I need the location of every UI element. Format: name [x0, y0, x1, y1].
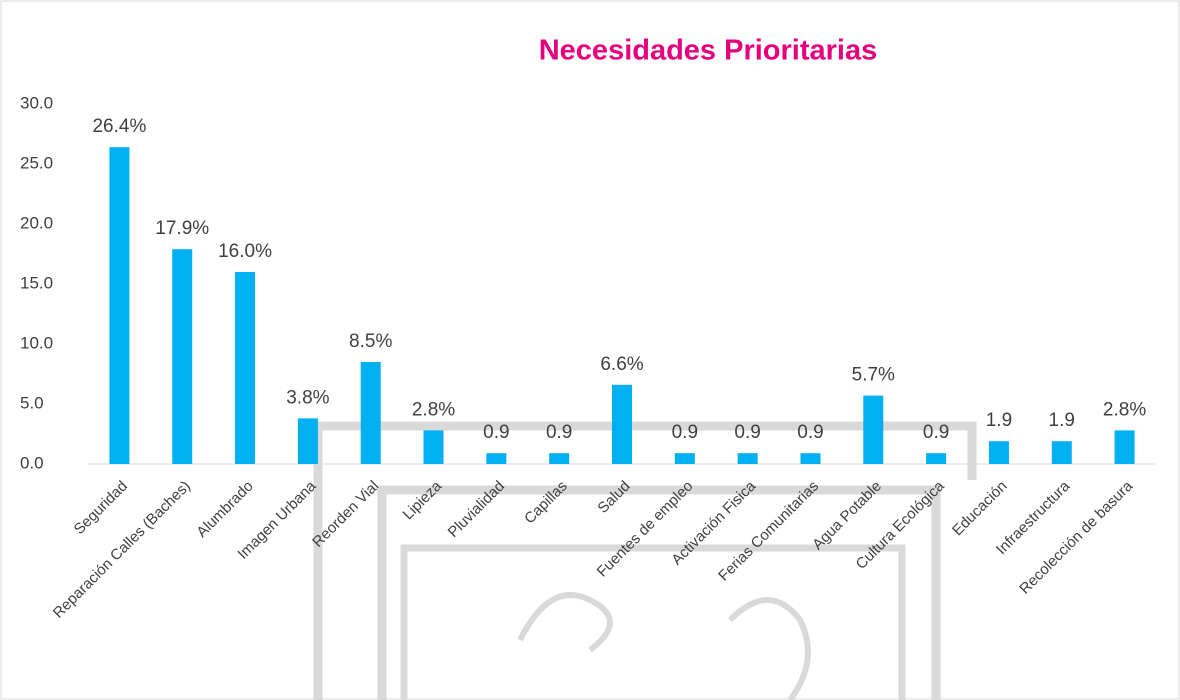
bar [549, 453, 570, 464]
value-label: 1.9 [1049, 410, 1075, 431]
bar [235, 272, 256, 464]
value-label: 2.8% [1103, 399, 1146, 420]
bar [1051, 441, 1072, 464]
bar [674, 453, 695, 464]
y-tick-label: 20.0 [20, 213, 53, 232]
bar [1114, 430, 1135, 464]
bar [297, 418, 318, 464]
bar [109, 147, 130, 464]
bar [612, 384, 632, 464]
y-tick-label: 5.0 [20, 393, 44, 412]
value-label: 5.7% [852, 365, 895, 386]
bar [988, 441, 1009, 464]
value-label: 0.9 [546, 422, 572, 443]
value-label: 8.5% [349, 331, 392, 352]
value-label: 1.9 [986, 410, 1012, 431]
value-label: 0.9 [923, 422, 949, 443]
value-label: 2.8% [412, 399, 455, 420]
bar [172, 249, 193, 464]
value-label: 0.9 [797, 422, 823, 443]
bar [800, 453, 821, 464]
value-label: 16.0% [218, 241, 272, 262]
value-label: 26.4% [92, 116, 146, 137]
y-tick-label: 30.0 [20, 93, 53, 112]
value-label: 0.9 [672, 422, 698, 443]
value-label: 3.8% [286, 387, 329, 408]
bar [360, 362, 381, 464]
bar [737, 453, 758, 464]
value-label: 0.9 [734, 422, 760, 443]
bar [863, 395, 884, 464]
value-label: 17.9% [155, 218, 209, 239]
value-label: 0.9 [483, 422, 509, 443]
y-tick-label: 25.0 [20, 153, 53, 172]
chart-title: Necesidades Prioritarias [539, 35, 878, 67]
bar [423, 430, 444, 464]
bar [486, 453, 507, 464]
y-tick-label: 0.0 [20, 453, 44, 472]
y-tick-label: 10.0 [20, 333, 53, 352]
y-tick-label: 15.0 [20, 273, 53, 292]
bar [926, 453, 947, 464]
value-label: 6.6% [600, 354, 643, 375]
watermark [313, 421, 977, 700]
